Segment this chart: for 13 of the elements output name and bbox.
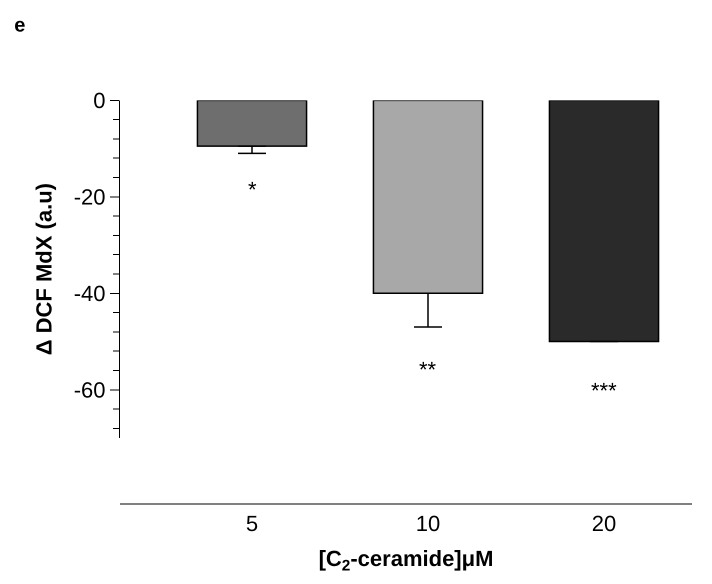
annotation: * bbox=[248, 177, 257, 202]
x-axis-title: [C$_{2}$-ceramide]μM bbox=[318, 546, 494, 575]
annotation: ** bbox=[419, 357, 437, 382]
x-tick-label: 5 bbox=[246, 511, 258, 536]
annotation: *** bbox=[591, 378, 618, 403]
x-tick-label: 10 bbox=[416, 511, 440, 536]
chart-title: e bbox=[14, 14, 26, 37]
y-axis-title: Δ DCF MdX (a.u) bbox=[32, 183, 57, 356]
x-tick-label: 20 bbox=[592, 511, 616, 536]
y-tick-label: -20 bbox=[74, 184, 106, 210]
y-tick-label: -40 bbox=[74, 280, 106, 306]
y-tick-label: 0 bbox=[93, 88, 106, 114]
y-tick-label: -60 bbox=[74, 377, 106, 402]
